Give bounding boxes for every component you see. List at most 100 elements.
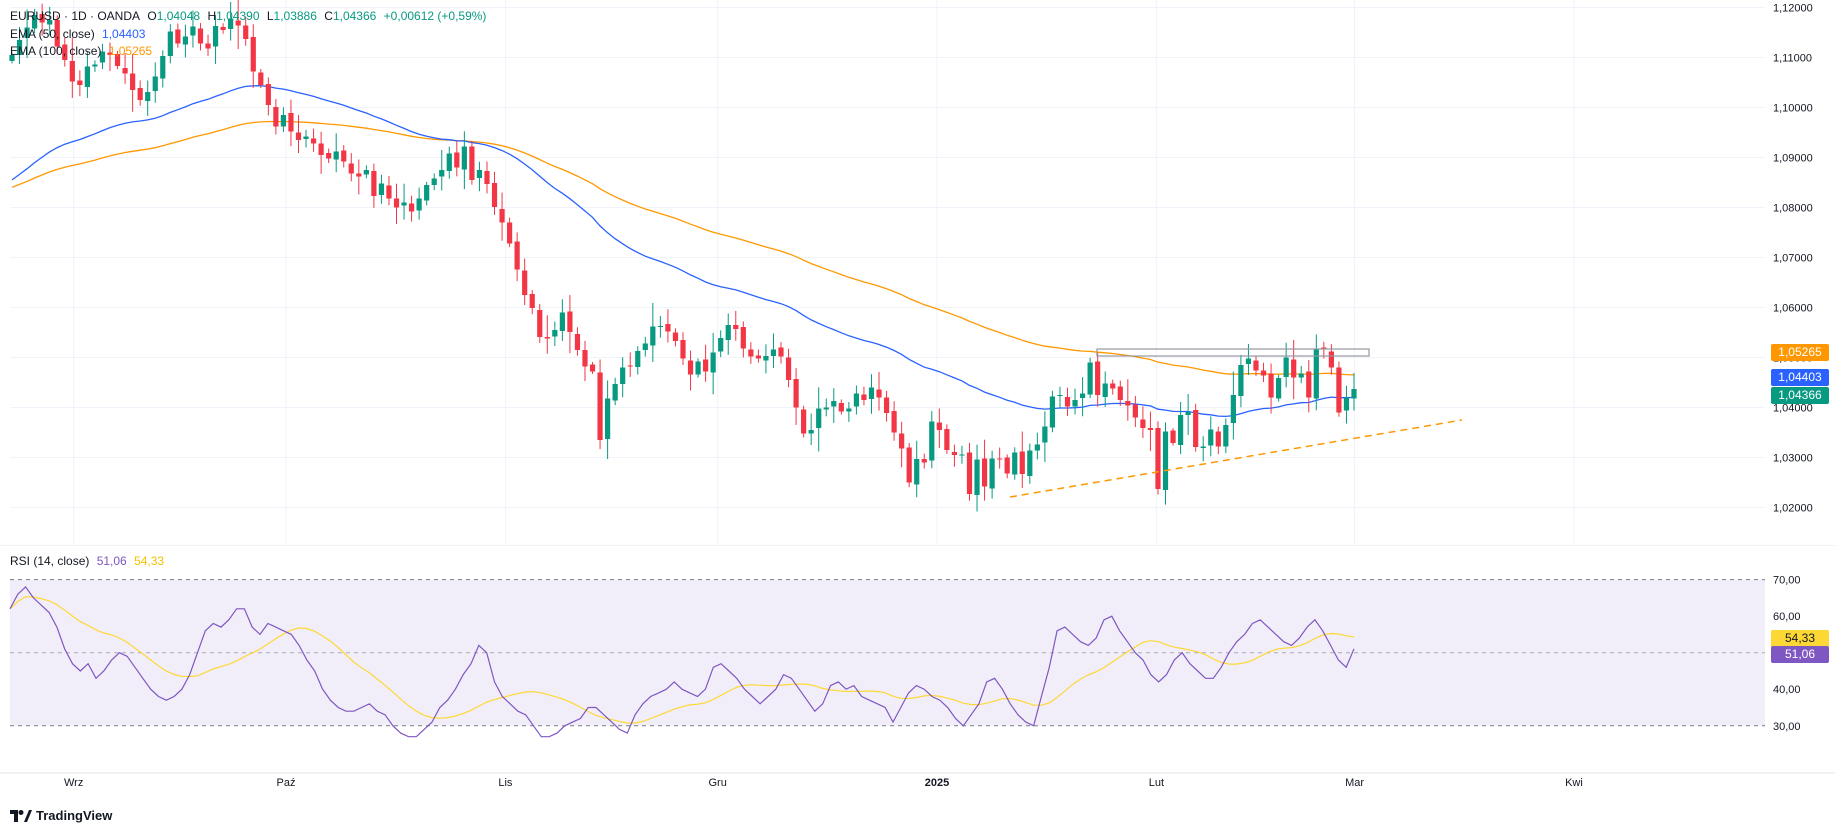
candle-body <box>733 325 739 329</box>
candle-body <box>522 270 528 295</box>
time-tick-label: Lis <box>498 777 513 789</box>
candle-body <box>1125 401 1131 406</box>
rsi-tick-label: 70,00 <box>1773 575 1801 587</box>
candle-body <box>1177 415 1184 445</box>
candle-body <box>687 360 694 375</box>
ema50-price-tag: 1,04403 <box>1771 369 1829 386</box>
candle-body <box>868 387 875 399</box>
candle-body <box>514 241 520 270</box>
candle-body <box>32 15 38 29</box>
candle-body <box>454 152 460 168</box>
candle-body <box>816 408 822 428</box>
candle-body <box>770 349 777 356</box>
resistance-zone-rectangle[interactable] <box>1096 348 1370 357</box>
price-tick-label: 1,12000 <box>1773 3 1813 15</box>
candle-body <box>883 397 890 413</box>
candle-body <box>47 20 53 25</box>
candle-body <box>1110 383 1116 389</box>
candle-body <box>1019 451 1025 474</box>
candle-body <box>363 170 369 175</box>
price-chart[interactable]: 1,12000 1,11000 1,10000 1,09000 1,08000 1,070… <box>0 0 1835 545</box>
candle-body <box>1260 370 1267 376</box>
candle-body <box>725 325 731 340</box>
tradingview-logo-icon <box>10 809 32 822</box>
candle-body <box>295 132 302 140</box>
candle-body <box>393 198 400 208</box>
candle-body <box>310 138 317 144</box>
rsi-ma-line <box>9 596 1355 724</box>
time-tick-label: 2025 <box>925 777 949 789</box>
rsi-label: RSI (14, close) <box>10 554 90 568</box>
candle-body <box>748 349 754 357</box>
candle-body <box>891 411 897 433</box>
last-price-tag: 1,04366 <box>1771 387 1829 404</box>
tradingview-logo[interactable]: TradingView <box>10 808 112 823</box>
candle-body <box>16 40 23 55</box>
time-axis[interactable]: Wrz Paź Lis Gru 2025 Lut Mar Kwi <box>0 772 1835 789</box>
ema100-legend[interactable]: EMA (100, close) 1,05265 <box>10 43 156 59</box>
candle-body <box>439 170 445 177</box>
change-value: +0,00612 (+0,59%) <box>383 9 487 23</box>
candle-body <box>175 29 181 44</box>
candle-body <box>740 327 746 349</box>
price-axis: 1,12000 1,11000 1,10000 1,09000 1,08000 1,070… <box>1773 3 1813 515</box>
candle-body <box>476 170 483 178</box>
symbol-title[interactable]: EURUSD · 1D · OANDA <box>10 9 141 23</box>
candle-body <box>620 367 626 384</box>
candle-body <box>1049 396 1056 428</box>
candle-body <box>589 364 596 372</box>
rsi-chart[interactable]: 70,00 60,00 40,00 30,00 Wrz Paź Lis Gru 2025 Lut… <box>0 545 1835 790</box>
open-label: O <box>147 9 157 23</box>
candle-body <box>1057 395 1063 396</box>
candle-body <box>552 330 558 337</box>
candle-body <box>461 146 467 170</box>
candle-body <box>537 310 543 337</box>
candle-body <box>1313 348 1319 399</box>
rsi-value-tag: 51,06 <box>1771 646 1829 663</box>
ema50-label: EMA (50, close) <box>10 27 95 41</box>
candles-layer <box>9 0 1357 512</box>
candle-body <box>1102 383 1108 397</box>
candle-body <box>785 357 792 380</box>
candle-body <box>1087 362 1093 395</box>
candle-body <box>981 458 988 487</box>
candle-body <box>77 80 83 85</box>
candle-body <box>62 44 68 60</box>
candle-body <box>371 171 377 196</box>
price-tick-label: 1,08000 <box>1773 203 1813 215</box>
candle-body <box>1253 360 1259 371</box>
low-label: L <box>266 9 274 23</box>
candle-body <box>808 430 814 434</box>
candle-body <box>69 61 75 82</box>
candle-body <box>1276 378 1282 399</box>
candle-body <box>182 36 189 45</box>
price-tick-label: 1,03000 <box>1773 453 1813 465</box>
rsi-line <box>9 585 1355 738</box>
ema100-label: EMA (100, close) <box>10 44 102 58</box>
candle-body <box>280 115 287 127</box>
ema100-price-tag: 1,05265 <box>1771 344 1829 361</box>
candle-body <box>1064 397 1071 407</box>
candle-body <box>582 350 588 367</box>
high-label: H <box>207 9 217 23</box>
candle-body <box>921 459 927 463</box>
candle-body <box>989 458 995 489</box>
candle-body <box>220 27 226 30</box>
price-grid <box>10 0 1765 545</box>
candle-body <box>145 92 151 101</box>
symbol-legend: EURUSD · 1D · OANDA O1,04048 H1,04390 L1… <box>10 8 490 24</box>
ema50-legend[interactable]: EMA (50, close) 1,04403 <box>10 26 149 42</box>
candle-body <box>137 88 143 100</box>
candle-body <box>703 359 709 372</box>
candle-body <box>876 389 882 398</box>
candle-body <box>190 26 196 36</box>
rsi-legend[interactable]: RSI (14, close) 51,06 54,33 <box>10 553 168 569</box>
candle-body <box>114 54 121 66</box>
low-value: 1,03886 <box>273 9 317 23</box>
candle-body <box>951 452 958 455</box>
candle-body <box>838 403 844 412</box>
trendline-support[interactable] <box>1009 419 1463 498</box>
candle-body <box>635 351 641 367</box>
candle-body <box>1162 431 1169 490</box>
candle-body <box>205 43 211 49</box>
